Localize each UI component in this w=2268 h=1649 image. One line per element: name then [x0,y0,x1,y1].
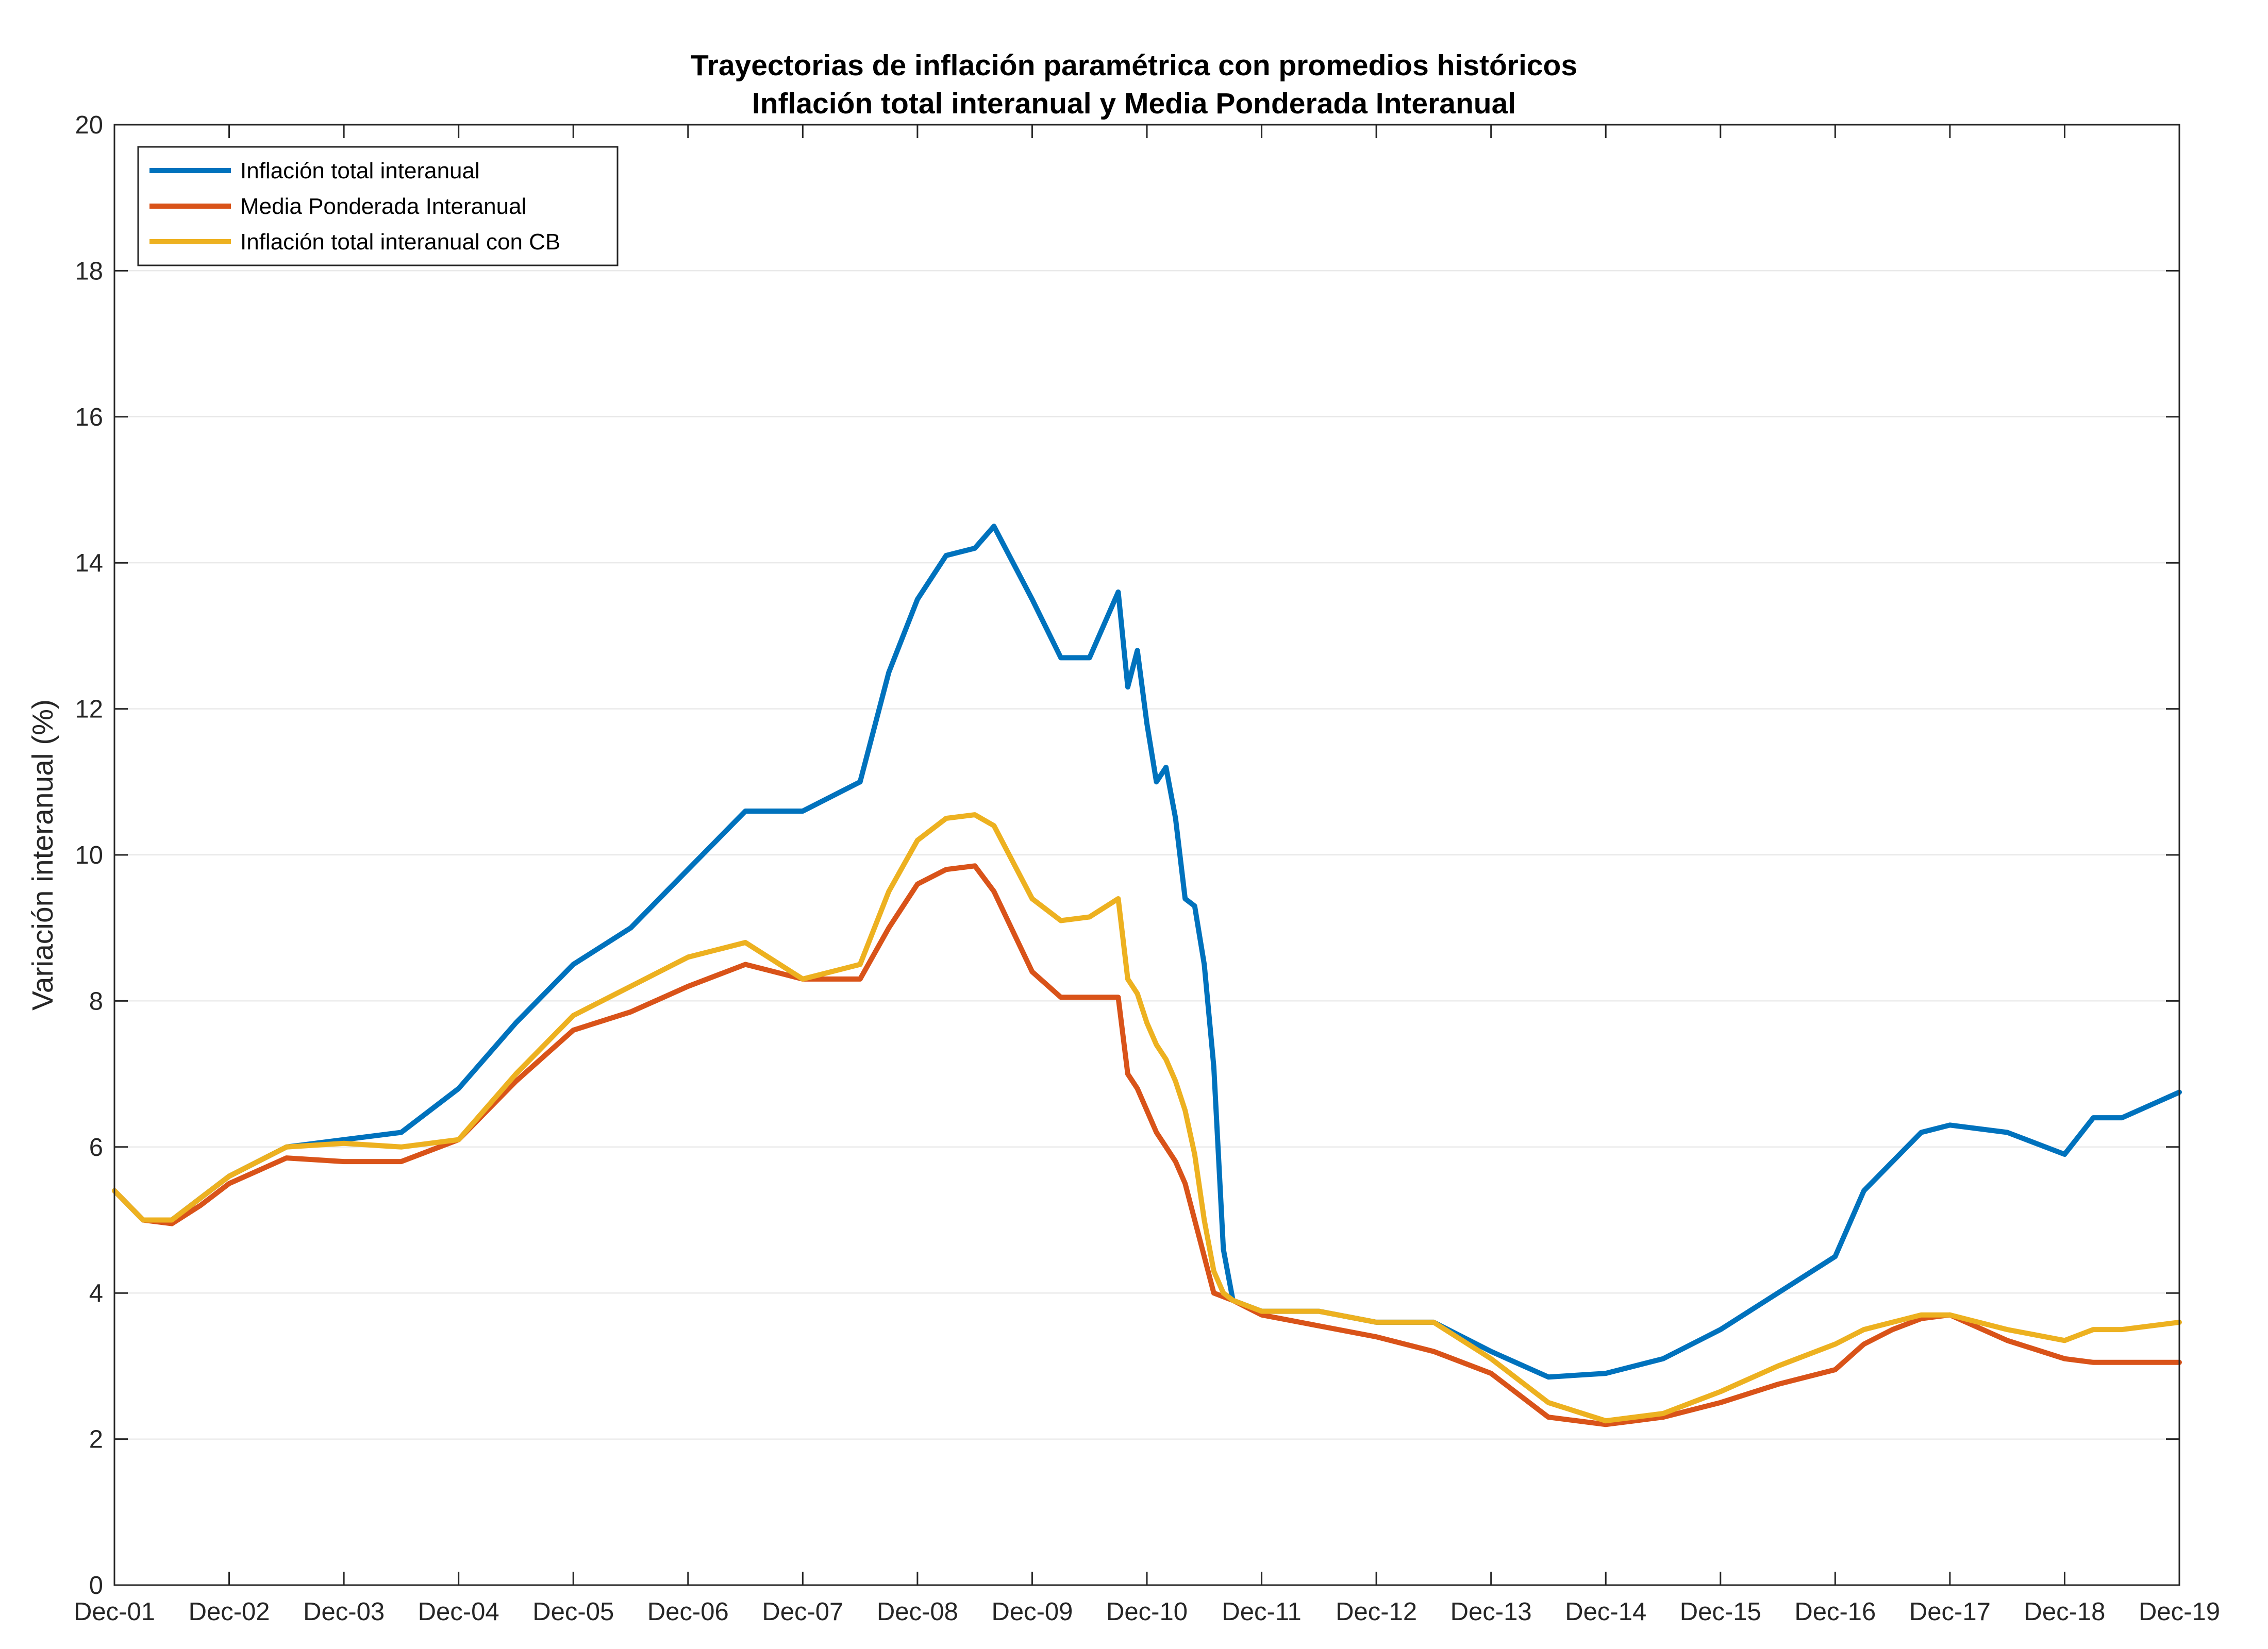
y-tick-label: 14 [75,549,103,577]
legend-item[interactable]: Inflación total interanual con CB [149,229,560,255]
legend-box [137,146,619,266]
x-tick-label: Dec-16 [1794,1598,1876,1626]
x-tick-label: Dec-04 [418,1598,499,1626]
legend-item[interactable]: Inflación total interanual [149,158,480,183]
plot-area [112,124,2182,1586]
x-axis: Dec-01 Dec-02 Dec-03 Dec-04 Dec-05 Dec-06 Dec-… [74,1598,2220,1626]
legend-label: Media Ponderada Interanual [240,194,526,219]
series-line-1 [112,524,2182,1380]
x-tick-label: Dec-03 [303,1598,385,1626]
x-tick-label: Dec-13 [1450,1598,1532,1626]
y-tick-label: 10 [75,842,103,869]
chart-title: Trayectorias de inflación paramétrica co… [691,49,1577,82]
series-line-3 [112,812,2182,1424]
x-tick-label: Dec-01 [74,1598,155,1626]
y-axis: 0 2 4 6 8 10 12 14 16 18 20 [75,111,103,1600]
x-tick-label: Dec-05 [532,1598,614,1626]
legend-item[interactable]: Media Ponderada Interanual [149,194,526,219]
x-tick-label: Dec-07 [762,1598,843,1626]
y-tick-label: 0 [89,1572,103,1600]
y-tick-label: 18 [75,257,103,285]
x-tick-label: Dec-09 [991,1598,1073,1626]
y-tick-label: 16 [75,403,103,431]
y-axis-label: Variación interanual (%) [26,699,59,1011]
chart-subtitle: Inflación total interanual y Media Ponde… [752,87,1516,120]
y-tick-label: 8 [89,987,103,1015]
x-tick-label: Dec-15 [1680,1598,1761,1626]
legend[interactable]: Inflación total interanual Media Ponderad… [137,146,619,266]
x-tick-label: Dec-10 [1106,1598,1188,1626]
x-tick-label: Dec-17 [1909,1598,1991,1626]
x-tick-label: Dec-19 [2139,1598,2220,1626]
x-tick-label: Dec-12 [1336,1598,1417,1626]
x-tick-label: Dec-14 [1565,1598,1646,1626]
x-tick-label: Dec-02 [189,1598,270,1626]
y-tick-label: 20 [75,111,103,139]
x-tick-label: Dec-11 [1222,1598,1301,1626]
axis-ticks [113,124,2180,1586]
series-layer [112,524,2182,1427]
x-tick-label: Dec-08 [877,1598,958,1626]
legend-label: Inflación total interanual con CB [240,229,560,255]
x-tick-label: Dec-06 [647,1598,729,1626]
series-line-2 [112,863,2182,1427]
y-tick-label: 6 [89,1134,103,1162]
y-tick-label: 2 [89,1426,103,1454]
y-tick-label: 12 [75,696,103,723]
y-tick-label: 4 [89,1280,103,1307]
legend-label: Inflación total interanual [240,158,480,183]
x-tick-label: Dec-18 [2024,1598,2105,1626]
